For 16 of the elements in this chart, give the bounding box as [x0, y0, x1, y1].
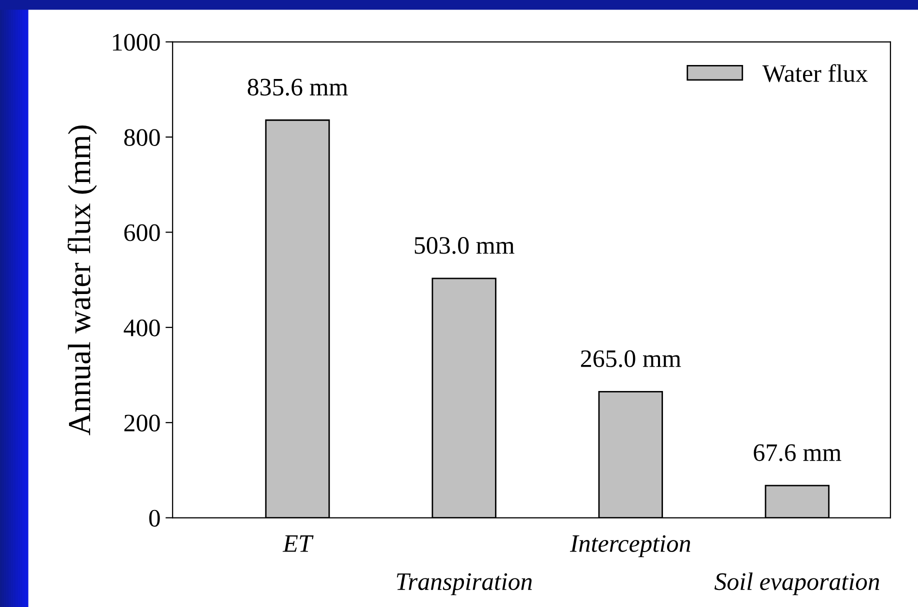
x-tick-label: Interception: [570, 535, 690, 558]
y-tick-label: 1000: [112, 34, 160, 51]
x-tick-label: Transpiration: [396, 573, 532, 596]
y-axis-title: Annual water flux (mm): [68, 126, 97, 436]
y-tick-label: 800: [124, 129, 160, 146]
y-tick-label: 400: [124, 319, 160, 336]
y-tick-label: 0: [149, 510, 160, 527]
y-tick-label: 200: [124, 414, 160, 432]
data-label: 265.0 mm: [581, 350, 681, 368]
x-tick-label: Soil evaporation: [714, 572, 880, 596]
y-tick-label: 600: [124, 224, 160, 242]
x-tick-label: ET: [282, 535, 314, 552]
legend-label: Water flux: [762, 64, 868, 82]
data-label: 67.6 mm: [754, 444, 842, 462]
data-label: 503.0 mm: [414, 237, 514, 254]
data-label: 835.6 mm: [248, 78, 348, 96]
